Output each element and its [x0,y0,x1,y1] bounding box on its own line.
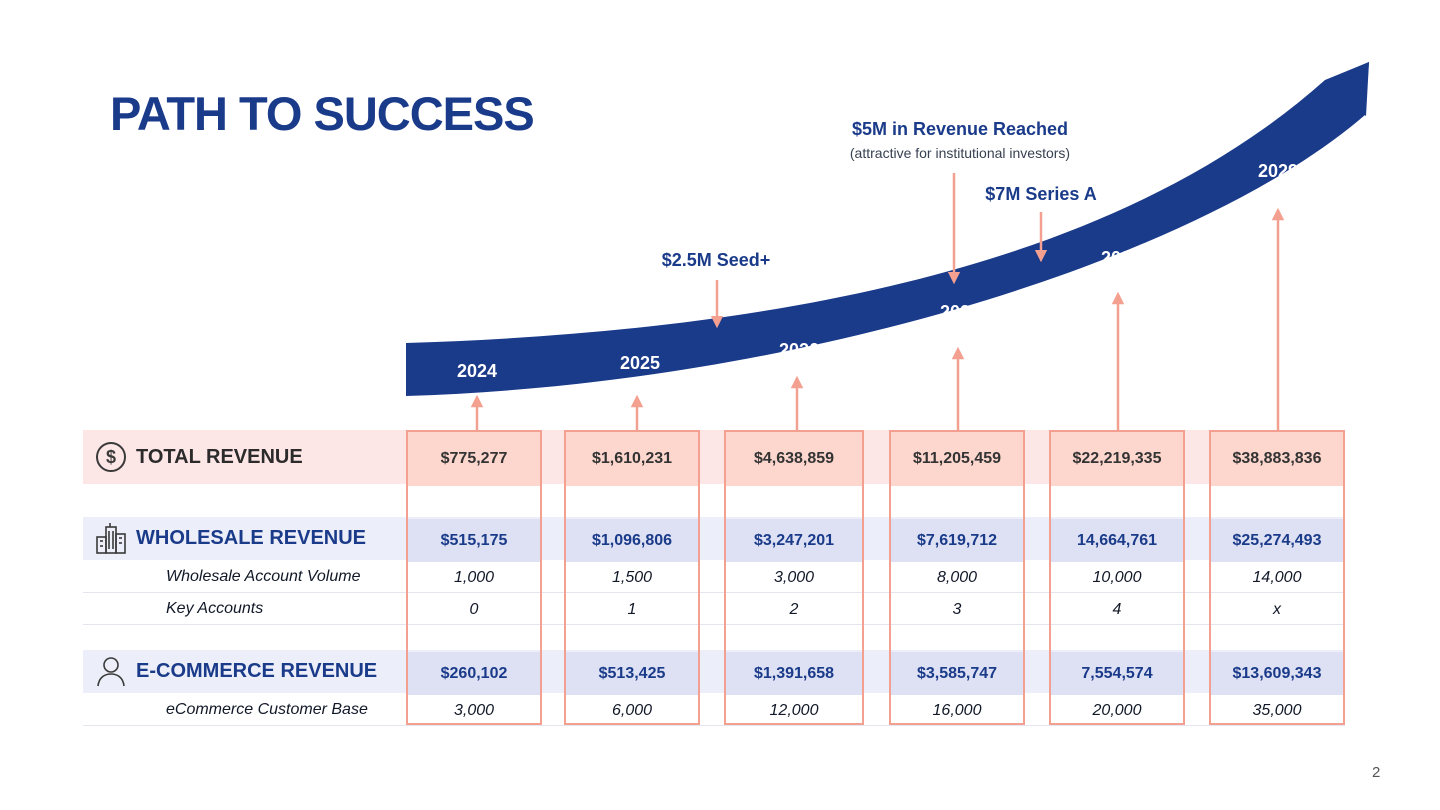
growth-arrow-body [406,62,1369,396]
account-volume-value: 1,500 [611,569,653,586]
customer-base-value: 12,000 [769,702,819,719]
account-volume-value: 1,000 [453,569,495,586]
dollar-circle-icon: $ [94,440,128,474]
total-revenue-value: $11,205,459 [891,432,1023,486]
total-revenue-value: $22,219,335 [1051,432,1183,486]
total-revenue-value: $1,610,231 [566,432,698,486]
year-label-2024: 2024 [457,361,497,381]
wholesale-revenue-value: $515,175 [408,519,540,562]
ecommerce-revenue-value: $3,585,747 [891,652,1023,695]
wholesale-revenue-value: 14,664,761 [1051,519,1183,562]
year-label-2027: 2027 [940,302,980,322]
year-column-2028: $22,219,335 14,664,761 10,000 4 7,554,57… [1049,430,1185,725]
ecommerce-revenue-label: E-COMMERCE REVENUE [94,654,377,688]
key-accounts-label: Key Accounts [166,600,264,617]
total-revenue-value: $38,883,836 [1211,432,1343,486]
year-column-2027: $11,205,459 $7,619,712 8,000 3 $3,585,74… [889,430,1025,725]
connector-arrows [470,173,1285,430]
customer-base-value: 3,000 [453,702,495,719]
total-revenue-value: $4,638,859 [726,432,862,486]
wholesale-revenue-value: $1,096,806 [566,519,698,562]
ecommerce-revenue-value: $260,102 [408,652,540,695]
wholesale-revenue-value: $3,247,201 [726,519,862,562]
milestone-seed: $2.5M Seed+ [662,250,771,270]
svg-text:$: $ [106,447,116,467]
key-accounts-value: 2 [789,601,799,618]
key-accounts-value: 4 [1112,601,1122,618]
ecommerce-revenue-value: 7,554,574 [1051,652,1183,695]
customer-base-value: 20,000 [1092,702,1142,719]
key-accounts-value: 3 [952,601,962,618]
year-column-2025: $1,610,231 $1,096,806 1,500 1 $513,425 6… [564,430,700,725]
account-volume-value: 8,000 [936,569,978,586]
ecommerce-customer-base-label: eCommerce Customer Base [166,701,368,718]
row-divider [83,592,1345,593]
customer-base-value: 35,000 [1252,702,1302,719]
year-label-2029: 2029 [1258,161,1298,181]
wholesale-revenue-text: WHOLESALE REVENUE [136,526,367,549]
total-revenue-label: $ TOTAL REVENUE [94,440,303,474]
account-volume-value: 10,000 [1092,569,1142,586]
account-volume-value: 3,000 [773,569,815,586]
page-number: 2 [1372,764,1381,781]
account-volume-value: 14,000 [1252,569,1302,586]
year-column-2024: $775,277 $515,175 1,000 0 $260,102 3,000 [406,430,542,725]
customer-base-value: 16,000 [932,702,982,719]
wholesale-revenue-value: $25,274,493 [1211,519,1343,562]
growth-arrow-graphic: 2024 2025 2026 2027 2028 2029 $2.5M Seed… [406,62,1369,430]
total-revenue-text: TOTAL REVENUE [136,445,303,468]
key-accounts-value: 0 [469,601,479,618]
wholesale-revenue-label: WHOLESALE REVENUE [94,521,366,555]
year-column-2029: $38,883,836 $25,274,493 14,000 x $13,609… [1209,430,1345,725]
year-column-2026: $4,638,859 $3,247,201 3,000 2 $1,391,658… [724,430,864,725]
year-label-2026: 2026 [779,340,819,360]
customer-base-value: 6,000 [611,702,653,719]
ecommerce-revenue-value: $1,391,658 [726,652,862,695]
year-label-2025: 2025 [620,353,660,373]
milestone-5m-revenue-note: (attractive for institutional investors) [850,145,1070,161]
key-accounts-value: x [1273,601,1281,618]
wholesale-revenue-value: $7,619,712 [891,519,1023,562]
milestone-series-a: $7M Series A [985,184,1096,204]
key-accounts-value: 1 [627,601,637,618]
ecommerce-revenue-text: E-COMMERCE REVENUE [136,659,378,682]
ecommerce-revenue-value: $13,609,343 [1211,652,1343,695]
wholesale-account-volume-label: Wholesale Account Volume [166,568,361,585]
year-label-2028: 2028 [1101,248,1141,268]
growth-arrow-head [1323,62,1369,116]
ecommerce-revenue-value: $513,425 [566,652,698,695]
row-divider [83,725,1345,726]
office-building-icon [94,521,128,555]
user-icon [94,654,128,688]
row-divider [83,624,1345,625]
page-title: PATH TO SUCCESS [110,87,535,140]
total-revenue-value: $775,277 [408,432,540,486]
milestone-5m-revenue: $5M in Revenue Reached [852,119,1068,139]
